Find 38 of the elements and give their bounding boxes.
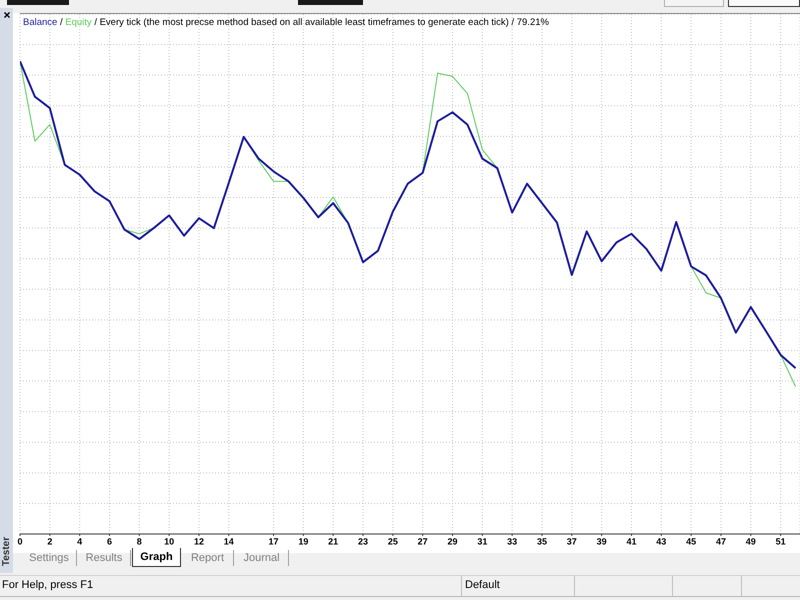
- x-tick-label: 41: [626, 536, 636, 546]
- text: Results: [78, 550, 131, 566]
- text: Tester: [1, 536, 12, 566]
- x-tick-label: 47: [716, 536, 726, 546]
- x-tick-label: 37: [566, 536, 577, 546]
- x-tick-label: 29: [447, 536, 458, 546]
- x-tick-label: 33: [507, 536, 518, 546]
- x-tick-label: 23: [358, 536, 368, 546]
- x-tick-label: 21: [328, 536, 338, 546]
- text: Default: [465, 579, 500, 591]
- x-tick-label: 39: [596, 536, 607, 546]
- text: Balance: [23, 17, 58, 28]
- text: For Help, press F1: [2, 579, 94, 591]
- x-tick-label: 0: [17, 536, 23, 546]
- text: /: [94, 17, 97, 28]
- x-tick-label: 6: [106, 536, 112, 546]
- x-tick-label: 2: [47, 536, 52, 546]
- text: Equity: [65, 17, 92, 28]
- x-tick-label: 12: [194, 536, 204, 546]
- x-tick-label: 27: [418, 536, 428, 546]
- chart-title: Every tick (the most precse method based on all available least timeframes to generate each tick) / 79.21%: [100, 17, 549, 28]
- x-tick-label: 14: [224, 536, 234, 546]
- x-tick-label: 4: [77, 536, 82, 546]
- x-tick-label: 25: [388, 536, 398, 546]
- x-tick-label: 45: [686, 536, 696, 546]
- text: Settings: [22, 550, 77, 566]
- x-tick-label: 49: [746, 536, 756, 546]
- x-tick-label: 51: [776, 536, 786, 546]
- text: Journal: [235, 550, 289, 566]
- text: /: [58, 17, 64, 28]
- x-tick-label: 17: [268, 536, 279, 546]
- x-tick-label: 8: [136, 536, 142, 546]
- x-tick-label: 10: [164, 536, 174, 546]
- x-tick-label: 31: [477, 536, 488, 546]
- text: Report: [182, 550, 234, 566]
- x-tick-label: 35: [536, 536, 547, 546]
- x-tick-label: 43: [656, 536, 666, 546]
- x-tick-label: 19: [298, 536, 308, 546]
